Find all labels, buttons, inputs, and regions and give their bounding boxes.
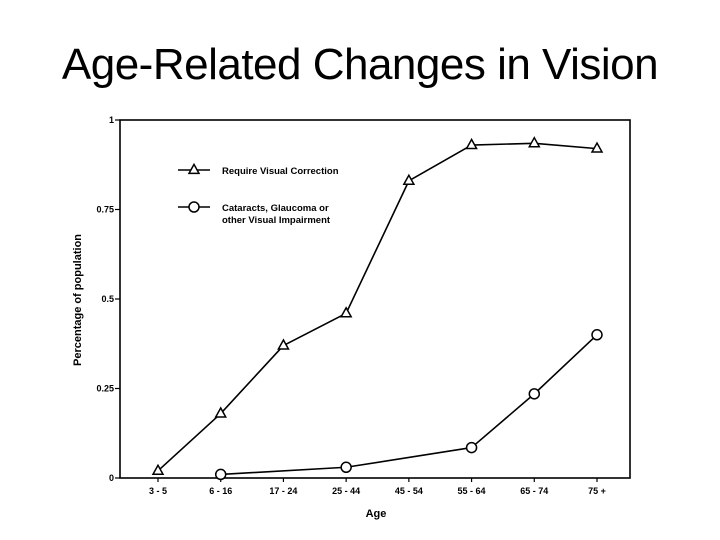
x-tick-label: 65 - 74 bbox=[520, 486, 548, 496]
circle-marker bbox=[528, 388, 541, 400]
x-tick-label: 75 + bbox=[588, 486, 606, 496]
y-tick-label: 0.25 bbox=[96, 384, 114, 394]
circle-marker bbox=[214, 468, 227, 481]
x-tick-label: 25 - 44 bbox=[332, 486, 360, 496]
triangle-marker bbox=[277, 338, 290, 350]
x-tick-label: 3 - 5 bbox=[149, 486, 167, 496]
legend-label: Require Visual Correction bbox=[222, 166, 339, 177]
circle-marker bbox=[340, 461, 352, 474]
triangle-marker bbox=[465, 137, 478, 150]
legend-triangle-marker bbox=[187, 162, 201, 175]
triangle-marker bbox=[151, 463, 165, 476]
series-line bbox=[157, 142, 598, 472]
triangle-marker bbox=[528, 136, 541, 148]
circle-marker bbox=[465, 441, 478, 454]
x-tick-label: 6 - 16 bbox=[209, 486, 232, 496]
x-axis-title: Age bbox=[366, 508, 387, 520]
x-tick-label: 45 - 54 bbox=[395, 486, 423, 496]
series-1 bbox=[151, 136, 604, 476]
legend-circle-marker bbox=[188, 201, 200, 213]
triangle-marker bbox=[339, 306, 353, 318]
circle-marker bbox=[591, 329, 603, 341]
y-tick-label: 0.75 bbox=[96, 205, 114, 215]
slide-title: Age-Related Changes in Vision bbox=[61, 40, 659, 89]
y-tick-label: 1 bbox=[109, 115, 114, 125]
legend-label: other Visual Impairment bbox=[222, 215, 331, 226]
x-tick-label: 55 - 64 bbox=[458, 486, 486, 496]
y-axis-title: Percentage of population bbox=[72, 234, 84, 366]
triangle-marker bbox=[590, 141, 604, 153]
x-tick-label: 17 - 24 bbox=[269, 486, 297, 496]
legend-label: Cataracts, Glaucoma or bbox=[222, 203, 329, 214]
series-line bbox=[220, 334, 598, 476]
y-tick-label: 0.5 bbox=[101, 294, 114, 304]
series-2 bbox=[214, 329, 603, 481]
triangle-marker bbox=[402, 173, 416, 186]
y-tick-label: 0 bbox=[109, 473, 114, 483]
triangle-marker bbox=[214, 406, 227, 418]
